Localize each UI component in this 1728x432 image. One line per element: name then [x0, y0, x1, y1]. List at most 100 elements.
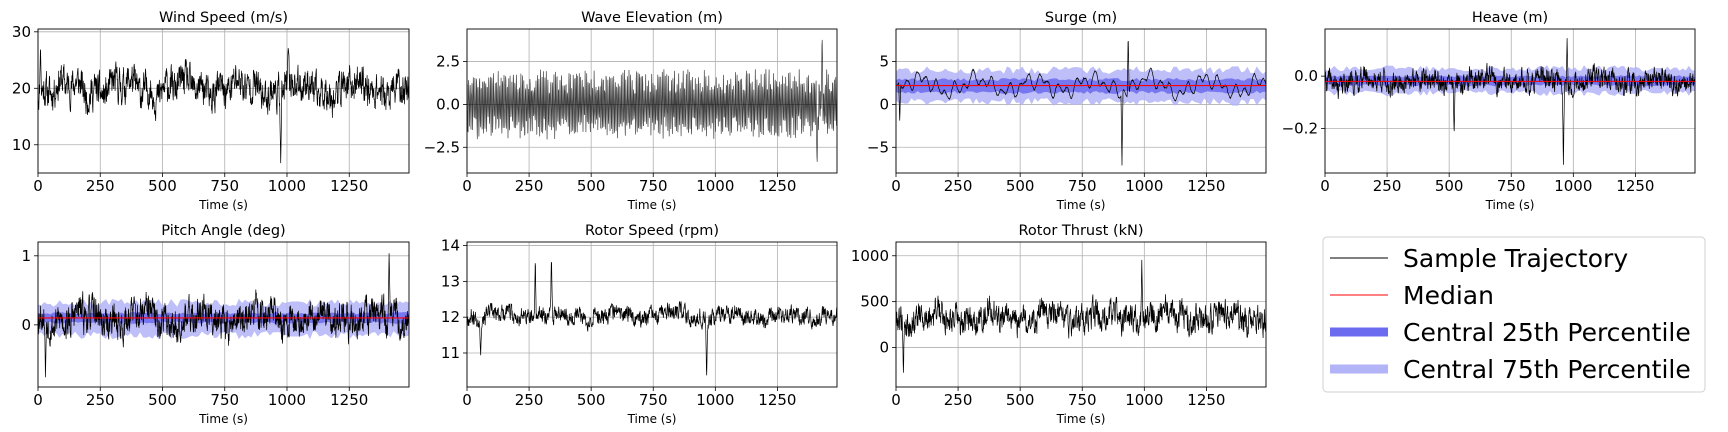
y-tick-label: 20 [12, 79, 31, 97]
legend-label: Median [1403, 281, 1494, 310]
x-tick-label: 1000 [268, 391, 306, 409]
legend-label: Sample Trajectory [1403, 244, 1628, 273]
legend-label: Central 25th Percentile [1403, 318, 1691, 347]
x-axis-label: Time (s) [627, 412, 677, 426]
sample-trajectory-line [467, 39, 837, 162]
plot-area [896, 40, 1266, 166]
subplot-0: 0 250 500 750 1000 1250 10 20 30 Wind Speed (m/s)… [12, 10, 410, 212]
sample-trajectory-line [896, 259, 1266, 373]
x-tick-label: 0 [891, 177, 901, 195]
y-tick-label: 12 [441, 308, 460, 326]
x-tick-label: 250 [86, 391, 115, 409]
x-axis-label: Time (s) [1056, 198, 1106, 212]
x-tick-label: 1250 [758, 391, 796, 409]
y-tick-label: 0 [21, 316, 31, 334]
axes-frame [37, 241, 410, 388]
legend-frame [1322, 236, 1706, 393]
x-tick-label: 750 [639, 391, 668, 409]
y-tick-label: 1000 [851, 247, 889, 265]
y-tick-label: 2.5 [436, 53, 460, 71]
plot-area [38, 48, 409, 164]
sample-trajectory-line [467, 262, 837, 376]
subplot-title: Wind Speed (m/s) [159, 10, 288, 26]
y-tick-label: 500 [860, 293, 889, 311]
subplot-3: 0 250 500 750 1000 1250 −0.2 0.0 Heave (m) Time (… [1282, 10, 1696, 212]
sample-trajectory-line [38, 48, 409, 164]
x-axis-label: Time (s) [198, 198, 248, 212]
x-tick-label: 0 [462, 391, 472, 409]
plot-area [467, 39, 837, 162]
x-axis-label: Time (s) [1056, 412, 1106, 426]
x-tick-label: 500 [148, 177, 177, 195]
x-tick-label: 0 [33, 177, 43, 195]
axes-frame [466, 28, 838, 174]
x-axis-label: Time (s) [1485, 198, 1535, 212]
x-tick-label: 0 [1320, 177, 1330, 195]
x-tick-label: 0 [891, 391, 901, 409]
x-tick-label: 250 [86, 177, 115, 195]
y-tick-label: 0 [879, 95, 889, 113]
subplot-title: Wave Elevation (m) [581, 10, 723, 26]
y-tick-label: −5 [867, 138, 889, 156]
subplot-title: Pitch Angle (deg) [161, 223, 285, 239]
x-tick-label: 1250 [330, 177, 368, 195]
y-tick-label: 30 [12, 23, 31, 41]
y-tick-label: 0.0 [436, 95, 460, 113]
subplot-title: Rotor Speed (rpm) [585, 223, 719, 239]
sample-trajectory-line [38, 253, 409, 378]
x-tick-label: 1250 [330, 391, 368, 409]
x-tick-label: 1250 [1187, 177, 1225, 195]
plot-area [896, 259, 1266, 373]
sample-trajectory-line [1325, 38, 1695, 165]
x-tick-label: 250 [515, 177, 544, 195]
x-tick-label: 250 [944, 177, 973, 195]
x-tick-label: 0 [462, 177, 472, 195]
x-tick-label: 500 [577, 391, 606, 409]
plot-area [38, 253, 409, 378]
subplot-2: 0 250 500 750 1000 1250 −5 0 5 Surge (m) Time (s) [867, 10, 1267, 212]
subplot-4: 0 250 500 750 1000 1250 0 1 Pitch Angle (deg) Tim… [21, 223, 410, 426]
x-tick-label: 750 [1068, 177, 1097, 195]
y-tick-label: −0.2 [1282, 119, 1318, 137]
x-tick-label: 1000 [696, 391, 734, 409]
x-tick-label: 250 [944, 391, 973, 409]
legend: Sample Trajectory Median Central 25th Perc… [1322, 236, 1706, 393]
x-tick-label: 250 [1373, 177, 1402, 195]
axes-frame [895, 28, 1267, 174]
y-tick-label: 14 [441, 237, 460, 255]
x-tick-label: 1000 [696, 177, 734, 195]
x-tick-label: 1000 [1125, 177, 1163, 195]
axes-frame [37, 28, 410, 174]
x-tick-label: 1000 [1554, 177, 1592, 195]
x-tick-label: 0 [33, 391, 43, 409]
y-tick-label: 13 [441, 272, 460, 290]
axes-frame [895, 241, 1267, 388]
x-tick-label: 750 [1497, 177, 1526, 195]
x-tick-label: 750 [639, 177, 668, 195]
y-tick-label: 11 [441, 344, 460, 362]
x-tick-label: 750 [210, 391, 239, 409]
x-tick-label: 500 [577, 177, 606, 195]
subplot-title: Surge (m) [1045, 10, 1117, 26]
axes-frame [466, 241, 838, 388]
y-tick-label: −2.5 [424, 138, 460, 156]
x-tick-label: 1000 [1125, 391, 1163, 409]
y-tick-label: 5 [879, 53, 889, 71]
x-tick-label: 500 [148, 391, 177, 409]
subplot-title: Rotor Thrust (kN) [1018, 223, 1143, 239]
x-tick-label: 1250 [758, 177, 796, 195]
x-tick-label: 500 [1006, 177, 1035, 195]
axes-frame [1324, 28, 1696, 174]
x-axis-label: Time (s) [627, 198, 677, 212]
subplot-5: 0 250 500 750 1000 1250 11 12 13 14 Rotor Speed (r… [441, 223, 838, 426]
plot-area [1325, 38, 1695, 165]
y-tick-label: 0.0 [1294, 67, 1318, 85]
plot-area [467, 262, 837, 376]
x-tick-label: 1000 [268, 177, 306, 195]
subplot-6: 0 250 500 750 1000 1250 0 500 1000 Rotor Thrust (… [851, 223, 1267, 426]
legend-label: Central 75th Percentile [1403, 355, 1691, 384]
y-tick-label: 0 [879, 339, 889, 357]
x-tick-label: 1250 [1187, 391, 1225, 409]
x-tick-label: 750 [210, 177, 239, 195]
y-tick-label: 1 [21, 247, 31, 265]
